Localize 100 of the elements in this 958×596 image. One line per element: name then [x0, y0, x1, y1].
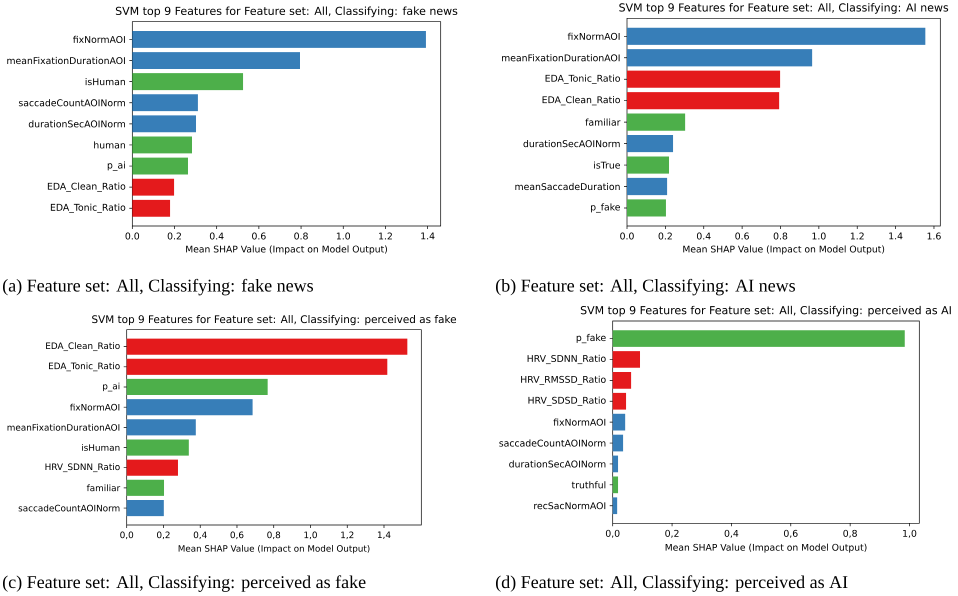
y-tick-label: fixNormAOI — [553, 418, 606, 426]
y-tick-label: EDA_Tonic_Ratio — [50, 204, 126, 213]
y-tick-label: durationSecAOINorm — [509, 460, 606, 468]
x-tick-label: 0,0 — [606, 530, 620, 538]
x-tick-label: 1.2 — [379, 232, 392, 240]
x-tick-label: 0.8 — [294, 232, 308, 240]
x-tick-label: 0.6 — [252, 232, 266, 240]
bar — [612, 414, 626, 430]
x-tick-label: 0.6 — [735, 232, 749, 240]
y-tick-label: EDA_Tonic_Ratio — [48, 362, 120, 372]
bar — [126, 480, 164, 496]
y-tick-label: meanFixationDurationAOI — [8, 424, 120, 431]
bar — [126, 500, 164, 516]
x-tick-label: 0.8 — [774, 232, 788, 240]
x-tick-label: 1.4 — [421, 232, 434, 240]
text: (b) Feature set: All, Classifying: AI news — [496, 278, 796, 296]
x-tick-label: 0,2 — [157, 532, 170, 540]
x-tick-label: 1.6 — [928, 232, 941, 240]
y-tick-label: isHuman — [82, 444, 120, 451]
x-tick-label: 0.0 — [126, 232, 140, 240]
y-tick-label: saccadeCountAOINorm — [18, 99, 125, 106]
text: (c) Feature set: All, Classifying: perceived as fake — [2, 575, 366, 592]
bar — [132, 115, 196, 132]
y-tick-label: p_fake — [591, 203, 620, 213]
x-tick-label: 0,4 — [194, 532, 207, 540]
y-tick-label: EDA_Clean_Ratio — [46, 342, 120, 352]
y-tick-label: EDA_Clean_Ratio — [542, 96, 620, 106]
x-tick-label: 1,4 — [378, 532, 391, 539]
bar — [627, 49, 812, 66]
y-tick-label: saccadeCountAOINorm — [499, 439, 606, 447]
y-tick-label: isHuman — [86, 78, 125, 86]
bar — [126, 399, 253, 416]
x-tick-label: 1.0 — [336, 232, 350, 240]
text: (d) Feature set: All, Classifying: perceived as AI — [496, 575, 848, 592]
y-tick-label: isTrue — [594, 161, 620, 169]
bar — [627, 156, 670, 174]
bar — [612, 372, 632, 389]
bar — [126, 439, 189, 456]
y-tick-label: saccadeCountAOINorm — [18, 504, 120, 512]
x-tick-label: 1.4 — [889, 232, 902, 240]
y-tick-label: HRV_SDNN_Ratio — [528, 354, 606, 364]
y-tick-label: HRV_RMSSD_Ratio — [521, 376, 606, 385]
bar — [132, 178, 174, 196]
x-tick-label: 0,8 — [267, 532, 280, 540]
x-axis-title: Mean SHAP Value (Impact on Model Output) — [666, 544, 866, 553]
bar — [132, 158, 188, 174]
x-tick-label: 0.2 — [658, 232, 672, 240]
x-tick-label: 0,4 — [724, 530, 738, 538]
bar — [612, 476, 618, 494]
y-tick-label: durationSecAOINorm — [28, 120, 125, 128]
bar — [627, 114, 686, 131]
x-axis-title: Mean SHAP Value (Impact on Model Output) — [186, 245, 387, 254]
bar — [612, 456, 618, 472]
text: (a) Feature set: All, Classifying: fake news — [2, 278, 313, 296]
x-tick-label: 0,6 — [230, 532, 244, 540]
x-tick-label: 1,0 — [304, 532, 317, 540]
x-tick-label: 0,6 — [784, 530, 798, 538]
y-tick-label: fixNormAOI — [70, 404, 120, 411]
bar — [627, 92, 780, 110]
y-tick-label: p_ai — [103, 382, 120, 392]
bar — [612, 497, 618, 514]
chart-title: SVM top 9 Features for Feature set: All, Classifying: AI news — [619, 3, 948, 14]
x-tick-label: 0,0 — [120, 532, 134, 540]
bar — [126, 358, 388, 375]
y-tick-label: recSacNormAOI — [534, 502, 606, 510]
bar — [627, 135, 674, 152]
y-tick-label: p_ai — [108, 161, 125, 171]
chart-title: SVM top 9 Features for Feature set: All, Classifying: perceived as AI — [580, 306, 951, 316]
x-tick-label: 0.0 — [620, 232, 634, 240]
y-tick-label: p_fake — [576, 334, 606, 344]
bar — [612, 351, 640, 368]
y-tick-label: fixNormAOI — [568, 32, 620, 40]
bar — [627, 70, 780, 88]
x-tick-label: 0.4 — [696, 232, 711, 240]
bar — [627, 28, 926, 45]
bar — [126, 378, 268, 396]
bar — [612, 434, 624, 452]
x-axis-title: Mean SHAP Value (Impact on Model Output) — [178, 544, 370, 554]
y-tick-label: meanFixationDurationAOI — [7, 56, 125, 64]
x-tick-label: 1,0 — [903, 530, 916, 538]
y-tick-label: meanFixationDurationAOI — [502, 54, 620, 62]
y-tick-label: human — [94, 141, 125, 149]
y-tick-label: EDA_Clean_Ratio — [48, 182, 126, 192]
bar — [126, 338, 408, 355]
chart-title: SVM top 9 Features for Feature set: All, Classifying: perceived as fake — [92, 315, 456, 326]
bar — [132, 136, 192, 154]
bar — [132, 94, 198, 112]
bar — [126, 419, 196, 436]
y-tick-label: durationSecAOINorm — [523, 140, 620, 148]
y-tick-label: meanSaccadeDuration — [515, 182, 620, 190]
y-tick-label: familiar — [585, 118, 620, 126]
y-tick-label: HRV_SDSD_Ratio — [528, 396, 606, 406]
bar — [627, 178, 668, 196]
x-tick-label: 1,2 — [341, 532, 354, 540]
y-tick-label: truthful — [572, 481, 606, 488]
bar — [126, 460, 178, 476]
x-axis-title: Mean SHAP Value (Impact on Model Output) — [683, 245, 884, 254]
bar — [627, 199, 666, 217]
y-tick-label: HRV_SDNN_Ratio — [46, 463, 120, 472]
x-tick-label: 0.2 — [168, 232, 181, 240]
